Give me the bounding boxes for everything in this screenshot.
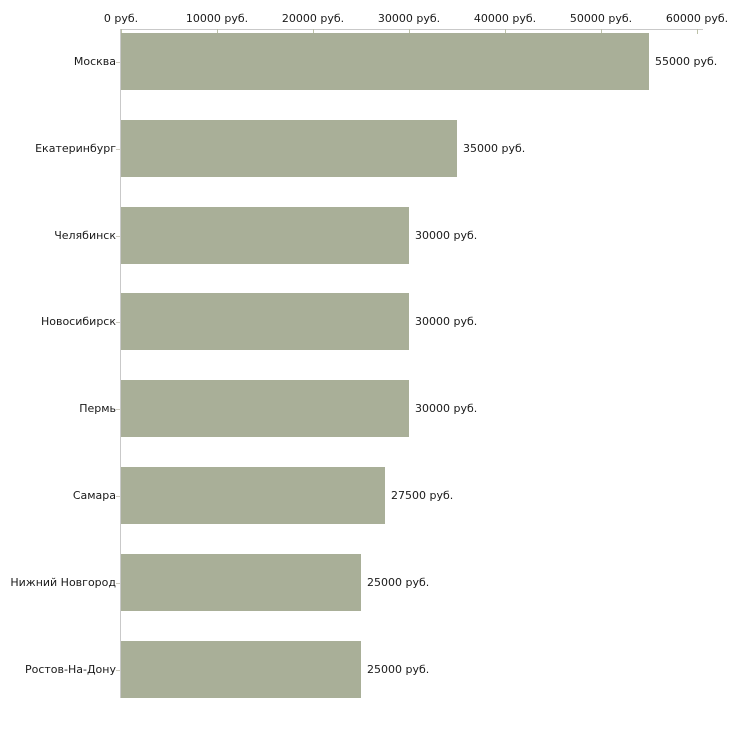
bar [121, 554, 361, 611]
x-tick-label: 30000 руб. [377, 12, 441, 25]
category-label: Москва [73, 55, 116, 68]
x-tick [217, 29, 218, 34]
x-tick-label: 20000 руб. [281, 12, 345, 25]
category-label: Екатеринбург [35, 142, 116, 155]
bar [121, 120, 457, 177]
bar [121, 467, 385, 524]
category-tick [116, 670, 121, 671]
bar-value-label: 30000 руб. [415, 402, 478, 415]
bar [121, 641, 361, 698]
bar-value-label: 30000 руб. [415, 315, 478, 328]
x-tick [505, 29, 506, 34]
category-tick [116, 496, 121, 497]
x-tick [697, 29, 698, 34]
category-tick [116, 322, 121, 323]
bar-value-label: 55000 руб. [655, 55, 718, 68]
x-axis-line [121, 29, 703, 30]
x-tick [313, 29, 314, 34]
x-tick [601, 29, 602, 34]
bar-value-label: 35000 руб. [463, 142, 526, 155]
x-tick [409, 29, 410, 34]
y-axis-line [120, 29, 121, 698]
category-label: Челябинск [54, 229, 116, 242]
x-tick [121, 29, 122, 34]
category-tick [116, 409, 121, 410]
x-tick-label: 60000 руб. [665, 12, 729, 25]
category-tick [116, 236, 121, 237]
category-label: Самара [72, 489, 116, 502]
category-label: Нижний Новгород [10, 576, 116, 589]
bar-value-label: 30000 руб. [415, 229, 478, 242]
category-label: Ростов-На-Дону [24, 663, 116, 676]
bar-value-label: 27500 руб. [391, 489, 454, 502]
category-tick [116, 62, 121, 63]
bar [121, 33, 649, 90]
x-tick-label: 40000 руб. [473, 12, 537, 25]
bar-value-label: 25000 руб. [367, 576, 430, 589]
bar [121, 293, 409, 350]
bar-value-label: 25000 руб. [367, 663, 430, 676]
bar [121, 380, 409, 437]
x-tick-label: 50000 руб. [569, 12, 633, 25]
x-tick-label: 10000 руб. [185, 12, 249, 25]
category-tick [116, 149, 121, 150]
bar [121, 207, 409, 264]
category-label: Пермь [79, 402, 116, 415]
x-tick-label: 0 руб. [103, 12, 139, 25]
category-tick [116, 583, 121, 584]
category-label: Новосибирск [40, 315, 116, 328]
